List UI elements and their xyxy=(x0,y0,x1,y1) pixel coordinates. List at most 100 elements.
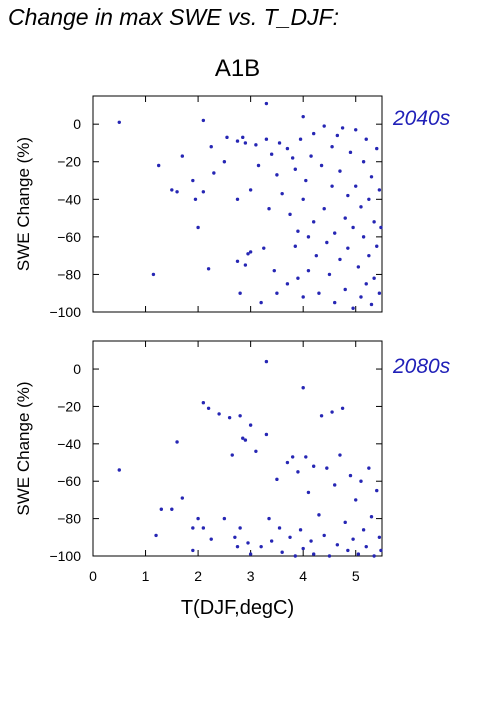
data-point xyxy=(377,291,382,295)
data-point xyxy=(238,526,242,530)
data-point xyxy=(330,410,334,414)
data-point xyxy=(306,490,311,495)
data-point xyxy=(201,400,206,405)
data-point xyxy=(293,167,297,171)
data-point xyxy=(354,128,358,132)
data-point xyxy=(364,137,368,141)
data-point xyxy=(375,146,379,151)
data-point xyxy=(275,173,279,177)
data-point xyxy=(248,552,253,556)
data-point xyxy=(330,145,334,149)
data-point xyxy=(241,135,245,140)
data-point xyxy=(379,225,383,230)
data-point xyxy=(235,259,240,263)
data-point xyxy=(367,197,371,202)
data-point xyxy=(351,306,355,310)
data-point xyxy=(346,548,350,553)
data-point xyxy=(379,548,383,553)
data-point xyxy=(340,126,345,130)
data-point xyxy=(311,220,316,224)
y-tick-label: −20 xyxy=(57,398,81,414)
data-point xyxy=(275,291,279,295)
data-point xyxy=(262,246,266,250)
data-point xyxy=(311,552,316,556)
data-point xyxy=(361,160,366,164)
data-point xyxy=(117,120,121,124)
data-point xyxy=(314,253,319,258)
data-point xyxy=(338,169,342,173)
data-point xyxy=(309,539,313,543)
data-point xyxy=(246,541,250,545)
data-point xyxy=(191,178,195,183)
data-point xyxy=(275,477,279,482)
data-point xyxy=(327,272,332,277)
data-point xyxy=(375,488,379,493)
data-point xyxy=(293,554,297,558)
data-point xyxy=(267,516,271,521)
y-axis-label: SWE Change (%) xyxy=(14,137,33,271)
data-point xyxy=(354,184,358,188)
data-point xyxy=(367,253,371,258)
data-point xyxy=(364,544,368,549)
y-tick-label: 0 xyxy=(73,361,81,377)
plot-frame xyxy=(92,95,383,313)
data-point xyxy=(206,406,211,411)
data-point xyxy=(290,156,295,160)
data-point xyxy=(196,516,200,521)
y-tick-label: −40 xyxy=(57,191,81,207)
data-point xyxy=(117,468,121,472)
data-point xyxy=(151,272,156,277)
data-point xyxy=(170,188,174,192)
data-point xyxy=(238,291,242,295)
data-point xyxy=(301,295,305,299)
x-tick-label: 1 xyxy=(142,568,150,584)
data-point xyxy=(206,267,211,271)
data-point xyxy=(238,414,242,418)
data-point xyxy=(254,143,258,147)
data-point xyxy=(322,533,326,538)
data-point xyxy=(369,515,374,519)
data-point xyxy=(359,479,363,483)
data-point xyxy=(154,533,158,538)
data-point xyxy=(319,414,324,418)
data-point xyxy=(356,552,361,556)
data-point xyxy=(340,406,345,411)
data-point xyxy=(375,244,379,248)
data-point xyxy=(319,163,324,168)
data-point xyxy=(301,546,305,551)
data-point xyxy=(351,537,355,541)
data-point xyxy=(280,550,284,554)
data-point xyxy=(180,154,185,158)
data-point xyxy=(361,528,366,532)
data-point xyxy=(269,539,274,543)
data-point xyxy=(254,449,258,454)
data-point xyxy=(196,225,200,230)
y-axis-label: SWE Change (%) xyxy=(14,381,33,515)
data-point xyxy=(212,171,216,175)
data-point xyxy=(354,498,358,502)
data-point xyxy=(317,291,321,295)
data-point xyxy=(348,150,353,155)
data-point xyxy=(222,516,227,521)
data-point xyxy=(277,526,282,530)
data-point xyxy=(327,554,332,558)
data-point xyxy=(217,412,221,416)
data-point xyxy=(333,483,337,487)
data-point xyxy=(301,197,305,202)
data-point xyxy=(317,513,321,517)
x-tick-label: 4 xyxy=(299,568,307,584)
data-point xyxy=(264,101,269,106)
data-point xyxy=(193,197,198,202)
data-point xyxy=(343,287,347,292)
x-axis-label: T(DJF,degC) xyxy=(181,597,294,619)
data-point xyxy=(243,438,248,442)
data-point xyxy=(330,184,334,188)
data-point xyxy=(322,206,326,211)
data-point xyxy=(369,175,374,179)
data-point xyxy=(351,225,355,230)
data-point xyxy=(235,197,240,202)
data-point xyxy=(304,455,308,459)
data-point xyxy=(243,263,248,267)
data-point xyxy=(209,145,213,149)
data-point xyxy=(170,507,174,511)
